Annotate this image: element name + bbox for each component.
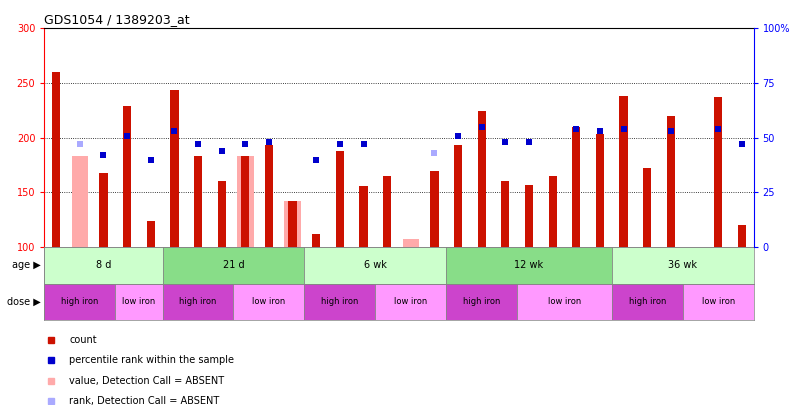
Bar — [241, 156, 249, 247]
Text: low iron: low iron — [252, 297, 285, 306]
Bar — [170, 90, 178, 247]
Bar — [612, 247, 754, 284]
Bar — [237, 156, 254, 247]
Bar — [44, 284, 115, 320]
Text: low iron: low iron — [548, 297, 581, 306]
Bar — [430, 171, 438, 247]
Bar — [376, 284, 447, 320]
Bar — [683, 284, 754, 320]
Bar — [478, 111, 486, 247]
Bar — [52, 72, 60, 247]
Bar — [447, 247, 612, 284]
Bar — [285, 201, 301, 247]
Bar — [163, 247, 305, 284]
Text: 21 d: 21 d — [222, 260, 244, 270]
Bar — [289, 201, 297, 247]
Bar — [123, 106, 131, 247]
Text: age ▶: age ▶ — [11, 260, 40, 270]
Text: high iron: high iron — [179, 297, 217, 306]
Bar — [218, 181, 226, 247]
Text: 8 d: 8 d — [96, 260, 111, 270]
Text: high iron: high iron — [61, 297, 98, 306]
Text: high iron: high iron — [629, 297, 666, 306]
Bar — [194, 156, 202, 247]
Bar — [447, 284, 517, 320]
Bar — [525, 185, 533, 247]
Bar — [737, 225, 746, 247]
Bar — [312, 234, 320, 247]
Text: value, Detection Call = ABSENT: value, Detection Call = ABSENT — [69, 376, 224, 386]
Bar — [501, 181, 509, 247]
Bar — [265, 145, 273, 247]
Bar — [336, 151, 344, 247]
Bar — [305, 284, 376, 320]
Bar — [115, 284, 163, 320]
Bar — [596, 134, 604, 247]
Bar — [667, 116, 675, 247]
Bar — [383, 176, 391, 247]
Text: 6 wk: 6 wk — [364, 260, 387, 270]
Bar — [402, 239, 419, 247]
Text: GDS1054 / 1389203_at: GDS1054 / 1389203_at — [44, 13, 190, 26]
Bar — [620, 96, 628, 247]
Text: high iron: high iron — [463, 297, 501, 306]
Bar — [99, 173, 107, 247]
Bar — [714, 97, 722, 247]
Text: low iron: low iron — [701, 297, 735, 306]
Text: count: count — [69, 335, 97, 345]
Text: rank, Detection Call = ABSENT: rank, Detection Call = ABSENT — [69, 396, 219, 405]
Bar — [643, 168, 651, 247]
Bar — [234, 284, 305, 320]
Text: dose ▶: dose ▶ — [6, 297, 40, 307]
Bar — [612, 284, 683, 320]
Text: high iron: high iron — [321, 297, 359, 306]
Text: low iron: low iron — [123, 297, 156, 306]
Bar — [147, 221, 155, 247]
Bar — [454, 145, 462, 247]
Text: percentile rank within the sample: percentile rank within the sample — [69, 356, 235, 365]
Text: 36 wk: 36 wk — [668, 260, 697, 270]
Bar — [72, 156, 88, 247]
Bar — [572, 127, 580, 247]
Bar — [44, 247, 163, 284]
Bar — [305, 247, 447, 284]
Text: 12 wk: 12 wk — [514, 260, 543, 270]
Text: low iron: low iron — [394, 297, 427, 306]
Bar — [163, 284, 234, 320]
Bar — [359, 186, 368, 247]
Bar — [549, 176, 557, 247]
Bar — [517, 284, 612, 320]
